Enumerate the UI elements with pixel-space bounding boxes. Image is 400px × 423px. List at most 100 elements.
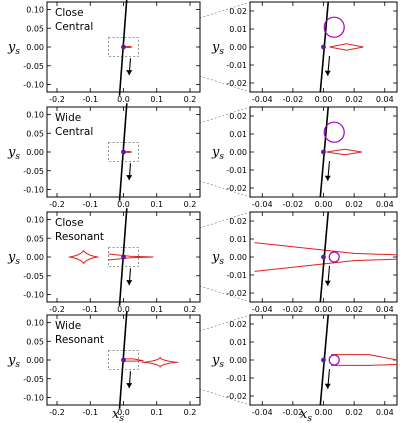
y-axis-label-sub: s [219,152,224,162]
zoom-line-bottom [138,266,251,303]
right-xtick-label: 0.04 [376,95,394,104]
left-ytick-label: 0.10 [26,319,44,328]
panel-title-line1: Wide [55,320,81,332]
right-ytick-label: 0.00 [229,43,247,52]
y-axis-label-main: y [211,250,220,265]
left-xtick-label: 0.0 [117,95,130,104]
central-caustic [124,150,132,154]
left-direction-arrowhead [126,70,133,76]
source-circle [328,354,340,366]
right-xtick-label: 0.02 [345,305,363,314]
right-direction-arrowhead [324,175,331,181]
left-xtick-label: -0.1 [82,408,98,417]
right-ytick-label: 0.01 [229,130,247,139]
right-xtick-label: -0.02 [283,305,304,314]
left-ytick-label: 0.10 [26,216,44,225]
zoom-line-bottom [138,56,251,93]
right-ytick-label: -0.02 [226,392,247,401]
zoom-connector-lines [138,1,251,406]
y-axis-label-right: ys [211,145,224,162]
y-axis-label-left: ys [7,353,20,370]
row-3: -0.2 -0.1 0.0 0.1 0.2 0.10 0.05 0.00 -0.05 -0.10 C… [23,208,398,314]
right-xtick-label: -0.02 [283,408,304,417]
right-ytick-label: 0.02 [229,217,247,226]
y-axis-label-right: ys [211,353,224,370]
right-ytick-label: -0.02 [226,184,247,193]
left-ytick-label: 0.00 [26,253,44,262]
left-ytick-label: 0.05 [26,337,44,346]
left-ytick-label: 0.05 [26,234,44,243]
planetary-caustic [68,250,99,264]
right-xtick-label: 0.02 [345,200,363,209]
left-xtick-label: -0.2 [49,95,65,104]
right-ytick-label: 0.01 [229,338,247,347]
right-panel: -0.04 -0.02 0.00 0.02 0.04 0.02 0.01 0.00 -0.01 -… [226,211,398,314]
source-circle [328,251,340,263]
source-circle [323,16,345,38]
y-axis-label-left: ys [7,145,20,162]
row-2: -0.2 -0.1 0.0 0.1 0.2 0.10 0.05 0.00 -0.05 -0.10 W… [23,103,398,209]
left-xtick-label: 0.2 [184,95,197,104]
panel-title-line2: Central [55,126,93,138]
x-axis-label-left: xs [112,407,124,423]
zoom-line-top [138,211,251,248]
left-xtick-label: 0.0 [117,305,130,314]
left-xtick-label: 0.2 [184,305,197,314]
y-axis-label-main: y [7,250,16,265]
left-panel: -0.2 -0.1 0.0 0.1 0.2 0.10 0.05 0.00 -0.05 -0.10 C… [23,0,201,104]
left-xtick-label: 0.2 [184,408,197,417]
y-axis-label-main: y [211,353,220,368]
right-plot-area [319,2,364,92]
right-plot-area [319,107,362,197]
row-4: -0.2 -0.1 0.0 0.1 0.2 0.10 0.05 0.00 -0.05 -0.10 W… [23,311,398,417]
right-ytick-label: -0.01 [226,166,247,175]
lens-marker [121,149,126,155]
lens-marker-zoom [321,254,326,260]
right-xtick-label: -0.04 [252,200,273,209]
left-ytick-label: -0.10 [23,394,44,403]
y-axis-label-left: ys [7,250,20,267]
right-plot-area [319,315,397,405]
zoom-line-bottom [138,369,251,406]
left-xtick-label: 0.1 [150,305,163,314]
y-axis-label-left: ys [7,40,20,57]
zoom-line-bottom [138,161,251,198]
right-xtick-label: 0.04 [376,200,394,209]
right-ytick-label: 0.02 [229,320,247,329]
right-ytick-label: 0.01 [229,235,247,244]
central-caustic-zoom [329,43,364,51]
y-axis-label-main: y [211,145,220,160]
left-ytick-label: 0.05 [26,129,44,138]
right-panel: -0.04 -0.02 0.00 0.02 0.04 0.02 0.01 0.00 -0.01 -… [226,314,398,417]
left-direction-arrowhead [126,280,133,286]
panels: -0.2 -0.1 0.0 0.1 0.2 0.10 0.05 0.00 -0.05 -0.10 C… [23,0,398,417]
right-xtick-label: 0.04 [376,408,394,417]
right-ytick-label: 0.00 [229,356,247,365]
right-ytick-label: -0.01 [226,374,247,383]
central-caustic-zoom [326,148,362,156]
lens-marker-zoom [321,357,326,363]
y-axis-label-sub: s [219,360,224,370]
left-ytick-label: 0.00 [26,148,44,157]
y-axis-label-main: y [7,353,16,368]
right-plot-area [254,212,397,302]
right-ytick-label: 0.02 [229,7,247,16]
right-xtick-label: 0.00 [315,95,333,104]
central-caustic-zoom [254,242,397,272]
left-xtick-label: 0.0 [117,408,130,417]
left-xtick-label: -0.2 [49,200,65,209]
left-xtick-label: -0.2 [49,408,65,417]
x-axis-label-right: xs [300,407,312,423]
central-caustic [124,45,133,49]
panel-title-line2: Resonant [55,334,104,346]
left-ytick-label: 0.05 [26,24,44,33]
y-axis-label-sub: s [15,47,20,57]
right-ytick-label: -0.01 [226,61,247,70]
left-ytick-label: -0.10 [23,291,44,300]
right-ytick-label: -0.02 [226,289,247,298]
left-ytick-label: 0.10 [26,6,44,15]
right-direction-arrowhead [324,280,331,286]
panel-title-line1: Wide [55,112,81,124]
right-ytick-label: 0.00 [229,148,247,157]
